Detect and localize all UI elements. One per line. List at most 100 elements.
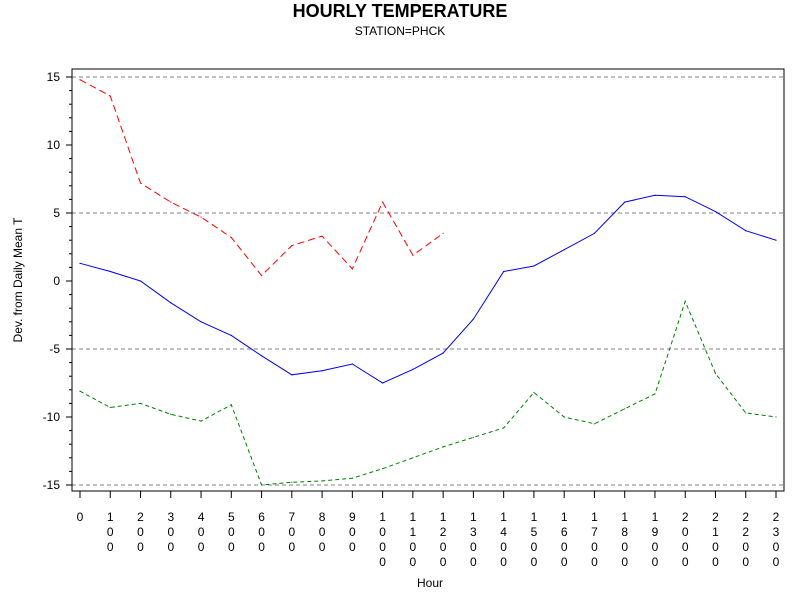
data-point xyxy=(533,265,535,267)
y-tick-label: -5 xyxy=(49,342,60,356)
series-line-2 xyxy=(79,79,444,277)
data-point xyxy=(79,390,81,392)
series-line-1 xyxy=(79,194,777,384)
data-point xyxy=(533,391,535,394)
data-point xyxy=(170,302,172,304)
data-point xyxy=(382,201,384,203)
y-tick-label: 10 xyxy=(47,138,61,152)
data-point xyxy=(291,481,293,483)
data-point xyxy=(412,368,414,370)
data-point xyxy=(260,274,263,277)
data-point xyxy=(109,406,111,409)
data-point xyxy=(230,236,232,239)
y-tick-label: -10 xyxy=(43,410,61,424)
data-point xyxy=(442,232,444,234)
data-point xyxy=(139,402,142,404)
y-tick-label: -15 xyxy=(43,478,61,492)
reference-lines xyxy=(72,76,784,486)
data-point xyxy=(563,416,565,418)
y-axis: -15 -10 -5 0 5 10 15 xyxy=(43,70,72,492)
data-point xyxy=(593,232,596,234)
x-axis-label: Hour xyxy=(417,576,443,590)
data-point xyxy=(200,216,202,218)
data-point xyxy=(472,436,474,438)
y-tick-label: 5 xyxy=(53,206,60,220)
data-point xyxy=(291,374,293,376)
y-tick-label: 15 xyxy=(47,70,61,84)
chart-title: HOURLY TEMPERATURE xyxy=(293,1,508,21)
data-point xyxy=(200,420,202,422)
plot-area xyxy=(71,68,785,492)
data-point xyxy=(170,201,172,203)
series-line-3 xyxy=(79,299,777,486)
data-point xyxy=(230,334,232,336)
x-tick-label: 0 xyxy=(77,510,84,524)
data-point xyxy=(775,416,777,418)
x-axis: 0 1 0 0 2 0 0 3 0 0 4 0 0 5 0 0 6 0 0 7 0 0 8 0 0 9 0 0 1 0 0 0 1 1 0 0 1 2 0 0… xyxy=(77,491,780,569)
data-point xyxy=(170,413,172,415)
data-point xyxy=(654,194,656,196)
data-point xyxy=(442,446,444,448)
data-point xyxy=(321,480,323,482)
data-point xyxy=(412,254,414,256)
data-point xyxy=(291,245,293,247)
data-point xyxy=(109,95,111,97)
data-point xyxy=(139,182,142,184)
y-axis-label: Dev. from Daily Mean T xyxy=(11,217,25,343)
data-point xyxy=(321,370,323,372)
data-point xyxy=(503,427,505,429)
data-point xyxy=(79,79,81,81)
data-point xyxy=(351,268,353,270)
chart-subtitle: STATION=PHCK xyxy=(355,24,446,38)
data-point xyxy=(382,382,384,384)
data-point xyxy=(624,201,626,203)
data-point xyxy=(745,412,747,414)
data-point xyxy=(593,423,596,425)
data-point xyxy=(563,249,565,251)
data-point xyxy=(412,457,414,459)
data-point xyxy=(624,408,626,410)
data-point xyxy=(260,355,263,357)
data-point xyxy=(775,239,777,241)
data-point xyxy=(442,352,444,354)
data-point xyxy=(351,477,353,479)
data-point xyxy=(714,372,717,375)
series-lines xyxy=(79,79,777,486)
data-point xyxy=(382,468,384,470)
data-point xyxy=(684,300,686,302)
y-tick-label: 0 xyxy=(53,274,60,288)
data-point xyxy=(200,321,202,323)
data-point xyxy=(109,270,111,273)
data-point xyxy=(139,280,142,282)
data-point xyxy=(684,196,686,198)
data-point xyxy=(745,230,747,232)
data-point xyxy=(351,363,353,365)
data-point xyxy=(321,235,323,237)
data-point xyxy=(230,404,232,406)
data-point xyxy=(79,262,81,264)
